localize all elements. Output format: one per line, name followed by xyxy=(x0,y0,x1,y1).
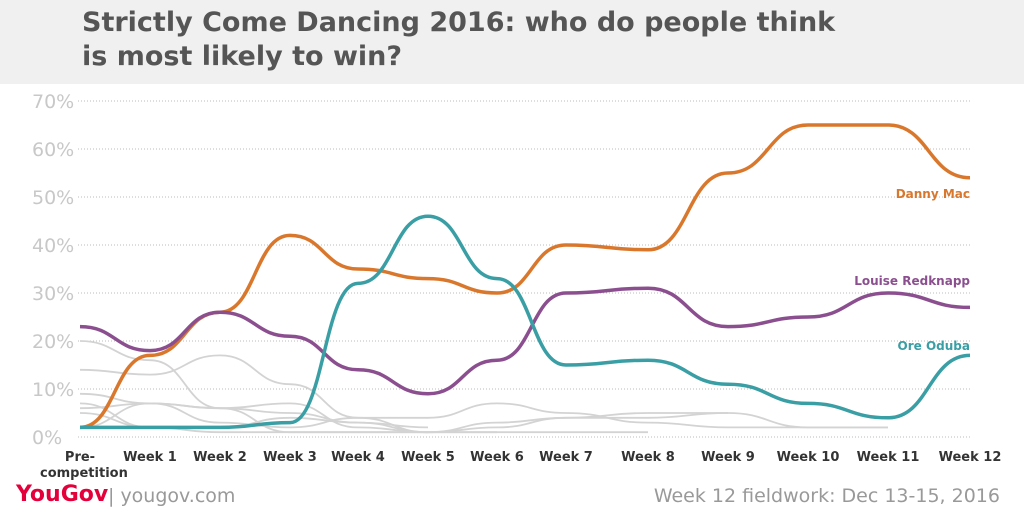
header xyxy=(0,0,1024,84)
x-tick-label: Week 6 xyxy=(470,450,524,465)
x-tick-label: Week 10 xyxy=(776,450,840,465)
y-tick-label: 50% xyxy=(32,187,74,209)
y-tick-label: 0% xyxy=(32,427,62,449)
x-tick-label: Week 1 xyxy=(123,450,177,465)
x-tick-label: Week 9 xyxy=(701,450,755,465)
x-tick-label: Week 12 xyxy=(938,450,1002,465)
x-tick-label: Week 5 xyxy=(401,450,455,465)
background-line xyxy=(79,340,429,429)
x-tick-label: Week 2 xyxy=(193,450,247,465)
x-tick-label: Week 7 xyxy=(539,450,593,465)
background-line xyxy=(79,354,429,434)
y-tick-label: 20% xyxy=(32,331,74,353)
y-tick-label: 60% xyxy=(32,139,74,161)
background-line xyxy=(79,402,888,429)
series-line xyxy=(79,286,971,396)
x-tick-label: Week 8 xyxy=(621,450,675,465)
y-tick-label: 10% xyxy=(32,379,74,401)
chart-title: Strictly Come Dancing 2016: who do peopl… xyxy=(82,7,836,72)
logo: YouGov xyxy=(16,482,109,507)
y-tick-label: 70% xyxy=(32,91,74,113)
fieldwork-note: Week 12 fieldwork: Dec 13-15, 2016 xyxy=(653,485,1000,507)
series-line xyxy=(79,123,971,430)
series-label: Ore Oduba xyxy=(898,339,970,353)
series-line xyxy=(80,214,971,430)
series-label: Louise Redknapp xyxy=(854,274,970,288)
site: | yougov.com xyxy=(108,485,236,507)
x-tick-label: Week 3 xyxy=(263,450,317,465)
background-line xyxy=(79,402,729,434)
x-tick-label: Week 11 xyxy=(856,450,920,465)
y-tick-label: 30% xyxy=(32,283,74,305)
x-tick-label: Pre-competition xyxy=(40,450,128,481)
background-line xyxy=(79,412,888,434)
y-tick-label: 40% xyxy=(32,235,74,257)
x-tick-label: Week 4 xyxy=(331,450,385,465)
series-label: Danny Mac xyxy=(896,187,970,201)
